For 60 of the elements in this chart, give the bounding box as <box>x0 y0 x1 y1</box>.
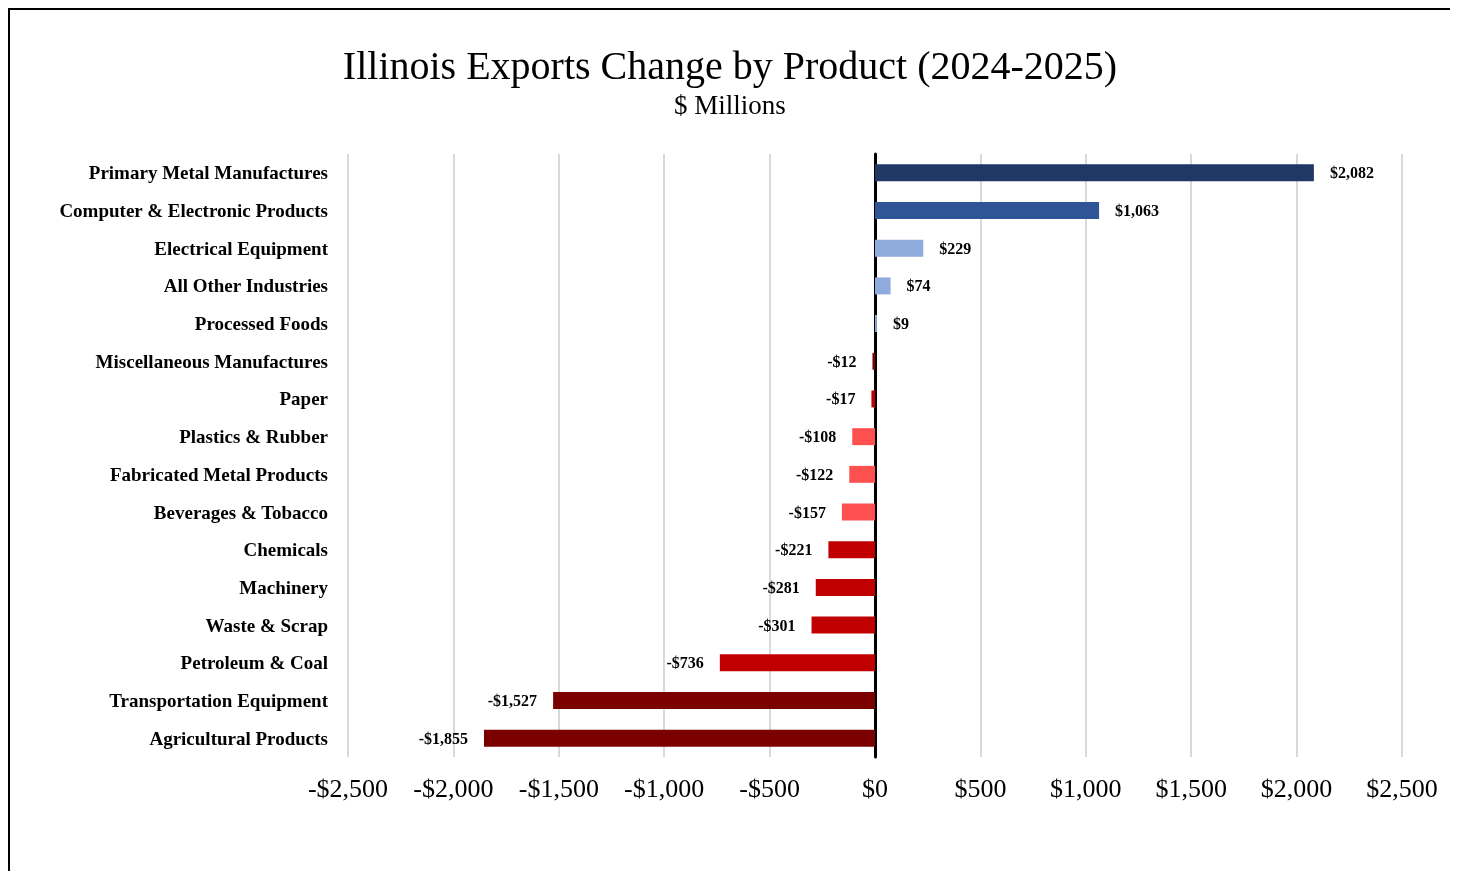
x-tick-label: -$500 <box>739 773 800 803</box>
y-tick-label: Transportation Equipment <box>109 689 329 711</box>
bar <box>849 465 875 483</box>
data-label: -$108 <box>798 428 837 446</box>
x-tick-label: -$1,500 <box>518 773 599 803</box>
y-tick-label: All Other Industries <box>163 275 328 297</box>
y-tick-label: Agricultural Products <box>149 727 328 749</box>
y-tick-label: Paper <box>279 388 329 410</box>
data-label: -$1,527 <box>487 691 538 709</box>
bar <box>553 691 875 709</box>
data-label: $74 <box>906 277 931 295</box>
y-tick-label: Electrical Equipment <box>154 237 329 259</box>
bar <box>875 239 924 257</box>
y-tick-label: Plastics & Rubber <box>179 426 329 448</box>
bar <box>483 729 875 747</box>
bar <box>841 503 875 521</box>
data-label: $9 <box>892 315 909 333</box>
y-tick-label: Miscellaneous Manufactures <box>95 350 328 372</box>
y-tick-label: Computer & Electronic Products <box>59 200 328 222</box>
bar <box>719 654 875 672</box>
data-label: -$12 <box>827 352 857 370</box>
y-tick-label: Machinery <box>239 576 329 598</box>
x-tick-label: -$2,500 <box>307 773 389 803</box>
data-label: $2,082 <box>1329 164 1374 182</box>
bar <box>852 428 875 446</box>
data-label: -$17 <box>826 390 856 408</box>
x-tick-label: $2,000 <box>1260 773 1333 803</box>
data-label: $229 <box>939 239 972 257</box>
bar <box>875 202 1100 220</box>
y-tick-label: Petroleum & Coal <box>180 652 328 674</box>
data-label: -$736 <box>666 654 704 672</box>
x-tick-label: $2,500 <box>1366 773 1438 803</box>
x-tick-label: $500 <box>954 773 1007 803</box>
x-tick-label: -$1,000 <box>624 773 705 803</box>
y-tick-label: Beverages & Tobacco <box>153 501 328 523</box>
y-tick-label: Waste & Scrap <box>205 614 328 636</box>
bar <box>875 164 1314 182</box>
data-label: -$1,855 <box>418 729 468 747</box>
bar <box>871 390 875 408</box>
bar <box>872 352 875 370</box>
x-tick-label: -$2,000 <box>413 773 494 803</box>
y-tick-label: Fabricated Metal Products <box>109 463 328 485</box>
data-label: $1,063 <box>1115 202 1160 220</box>
data-label: -$122 <box>795 465 834 483</box>
data-label: -$281 <box>762 578 800 596</box>
x-tick-label: $1,000 <box>1050 773 1122 803</box>
bar <box>875 277 891 295</box>
x-tick-label: $1,500 <box>1155 773 1227 803</box>
bar <box>815 578 875 596</box>
bar <box>811 616 875 634</box>
data-label: -$301 <box>758 616 796 634</box>
chart-subtitle: $ Millions <box>674 89 786 120</box>
bar <box>828 541 875 559</box>
data-label: -$157 <box>788 503 826 521</box>
data-label: -$221 <box>775 541 813 559</box>
y-tick-label: Chemicals <box>243 539 328 561</box>
y-tick-label: Primary Metal Manufactures <box>88 162 328 184</box>
y-tick-label: Processed Foods <box>194 313 328 335</box>
x-tick-label: $0 <box>862 773 888 803</box>
chart-title: Illinois Exports Change by Product (2024-2025) <box>342 42 1118 88</box>
